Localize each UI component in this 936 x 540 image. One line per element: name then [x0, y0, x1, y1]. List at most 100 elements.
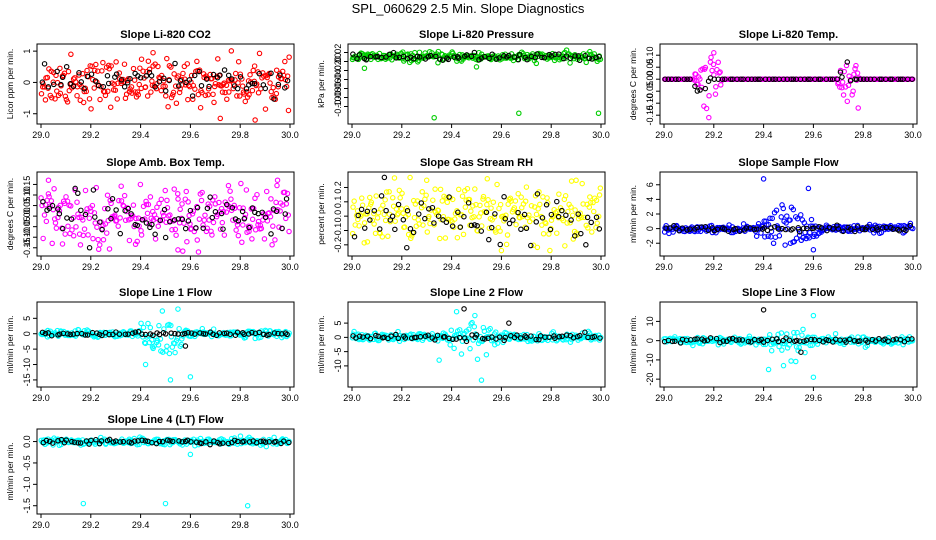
data-point — [88, 106, 94, 112]
data-point — [243, 187, 250, 193]
data-point — [244, 502, 251, 509]
data-point — [162, 331, 169, 337]
x-tick-label: 29.2 — [393, 393, 411, 403]
data-point — [526, 218, 533, 225]
data-point — [422, 215, 428, 222]
y-tick-label: -15 — [22, 373, 32, 386]
data-point — [148, 89, 154, 95]
data-point — [707, 335, 714, 341]
data-point — [238, 180, 244, 187]
x-tick-label: 29.0 — [343, 262, 361, 272]
x-tick-label: 30.0 — [281, 393, 299, 403]
data-point — [492, 341, 498, 348]
data-point — [356, 223, 362, 229]
data-point — [522, 333, 528, 339]
data-point — [547, 247, 553, 254]
data-point — [788, 76, 794, 82]
y-axis-label: ml/min per min. — [628, 315, 638, 373]
data-point — [725, 228, 732, 234]
data-point — [407, 174, 413, 181]
data-point — [175, 247, 181, 253]
data-point — [120, 202, 126, 209]
data-point — [593, 214, 600, 221]
data-point — [583, 242, 589, 248]
data-point — [799, 332, 805, 338]
data-point — [587, 48, 593, 55]
data-point — [48, 198, 55, 204]
x-tick-label: 30.0 — [281, 130, 299, 140]
x-tick-label: 29.6 — [805, 393, 823, 403]
data-point — [479, 335, 486, 342]
data-point — [375, 333, 381, 340]
data-point — [857, 76, 864, 82]
data-point — [75, 190, 81, 196]
data-point — [247, 71, 253, 78]
data-point — [468, 321, 474, 327]
data-point — [199, 89, 205, 96]
data-point — [712, 91, 719, 97]
data-point — [437, 235, 443, 242]
data-point — [824, 227, 830, 234]
data-point — [185, 218, 192, 224]
data-point — [39, 79, 46, 85]
data-point — [697, 87, 703, 93]
x-tick-label: 29.6 — [805, 130, 823, 140]
data-point — [673, 76, 679, 82]
data-point — [487, 325, 493, 332]
y-tick-label: -0.2 — [333, 237, 343, 253]
data-point — [435, 207, 442, 214]
x-tick-label: 29.4 — [755, 393, 773, 403]
data-point — [468, 53, 475, 60]
data-point — [164, 197, 170, 204]
data-point — [472, 331, 479, 337]
data-point — [397, 195, 403, 201]
data-point — [662, 76, 668, 82]
data-point — [810, 374, 817, 380]
data-point — [168, 94, 175, 101]
data-point — [516, 110, 522, 117]
data-point — [130, 65, 137, 72]
panel-title: Slope Line 3 Flow — [742, 287, 835, 299]
data-point — [92, 78, 99, 84]
data-point — [800, 234, 806, 241]
series-slope — [661, 176, 916, 253]
data-point — [220, 226, 226, 232]
series-summary — [350, 306, 603, 345]
data-point — [52, 220, 59, 226]
data-point — [400, 210, 406, 217]
data-point — [251, 80, 258, 87]
y-tick-label: -0.15 — [22, 238, 32, 259]
data-point — [784, 213, 790, 219]
data-point — [84, 73, 91, 80]
data-point — [235, 218, 242, 224]
data-point — [556, 51, 562, 57]
data-point — [554, 230, 560, 236]
x-tick-label: 29.0 — [32, 130, 50, 140]
data-point — [146, 66, 153, 73]
data-point — [81, 88, 88, 95]
data-point — [164, 437, 171, 443]
data-point — [180, 248, 186, 254]
y-tick-label: -0.06 — [333, 78, 343, 99]
data-point — [374, 215, 381, 221]
data-point — [455, 209, 461, 216]
y-axis-label: degrees C per min. — [5, 178, 15, 250]
data-point — [137, 74, 144, 81]
chart-panel-8: Slope Line 2 Flow 29.0 29.2 29.4 29.6 29.8 30.… — [316, 287, 610, 403]
data-point — [65, 68, 72, 75]
panel-title: Slope Amb. Box Temp. — [106, 157, 225, 169]
data-point — [88, 71, 95, 77]
data-point — [807, 342, 813, 349]
data-point — [354, 56, 360, 62]
data-point — [73, 224, 79, 230]
data-point — [159, 438, 166, 445]
x-tick-label: 29.4 — [132, 262, 150, 272]
data-point — [269, 242, 275, 248]
y-tick-label: 5 — [22, 316, 32, 321]
data-point — [228, 196, 234, 202]
data-point — [847, 78, 854, 84]
data-point — [156, 438, 163, 445]
data-point — [511, 205, 518, 211]
data-point — [63, 194, 69, 200]
x-tick-label: 29.8 — [231, 130, 249, 140]
